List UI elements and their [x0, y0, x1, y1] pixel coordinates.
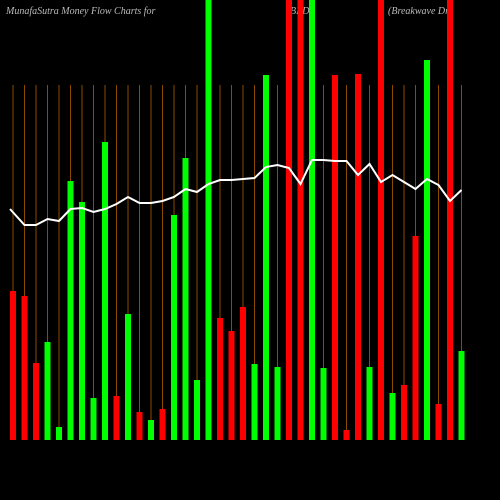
- bar: [205, 0, 212, 440]
- bar: [320, 368, 327, 440]
- bar: [389, 393, 396, 440]
- bar: [56, 427, 62, 440]
- bar: [240, 307, 246, 440]
- bar: [366, 367, 373, 440]
- bar: [44, 342, 51, 440]
- bar: [286, 0, 292, 440]
- bar: [251, 364, 258, 440]
- bar: [309, 0, 315, 440]
- bar: [33, 363, 39, 440]
- bar: [447, 0, 453, 440]
- chart-title: MunafaSutra Money Flow Charts for: [5, 6, 156, 17]
- bar: [401, 385, 407, 440]
- bar: [182, 158, 189, 440]
- bar: [194, 380, 200, 440]
- bar: [355, 74, 361, 440]
- bar: [297, 0, 304, 440]
- bar: [10, 291, 16, 440]
- bar: [125, 314, 131, 440]
- bar: [458, 351, 465, 440]
- bar: [21, 296, 28, 440]
- bar: [113, 396, 120, 440]
- bar: [79, 202, 85, 440]
- bar: [159, 409, 166, 440]
- price-line: [9, 159, 463, 226]
- bar: [102, 142, 108, 440]
- bar: [217, 318, 223, 440]
- bar: [274, 367, 281, 440]
- bar: [148, 420, 154, 440]
- bar: [412, 236, 419, 440]
- bar: [67, 181, 74, 440]
- bar: [263, 75, 269, 440]
- bar: [332, 75, 338, 440]
- bar: [171, 215, 177, 440]
- bar: [136, 412, 143, 440]
- company: (Breakwave Dr: [388, 6, 449, 17]
- bar: [435, 404, 442, 440]
- bar: [378, 0, 384, 440]
- bar: [424, 60, 430, 440]
- bar: [90, 398, 97, 440]
- bar: [343, 430, 350, 440]
- bar: [228, 331, 235, 440]
